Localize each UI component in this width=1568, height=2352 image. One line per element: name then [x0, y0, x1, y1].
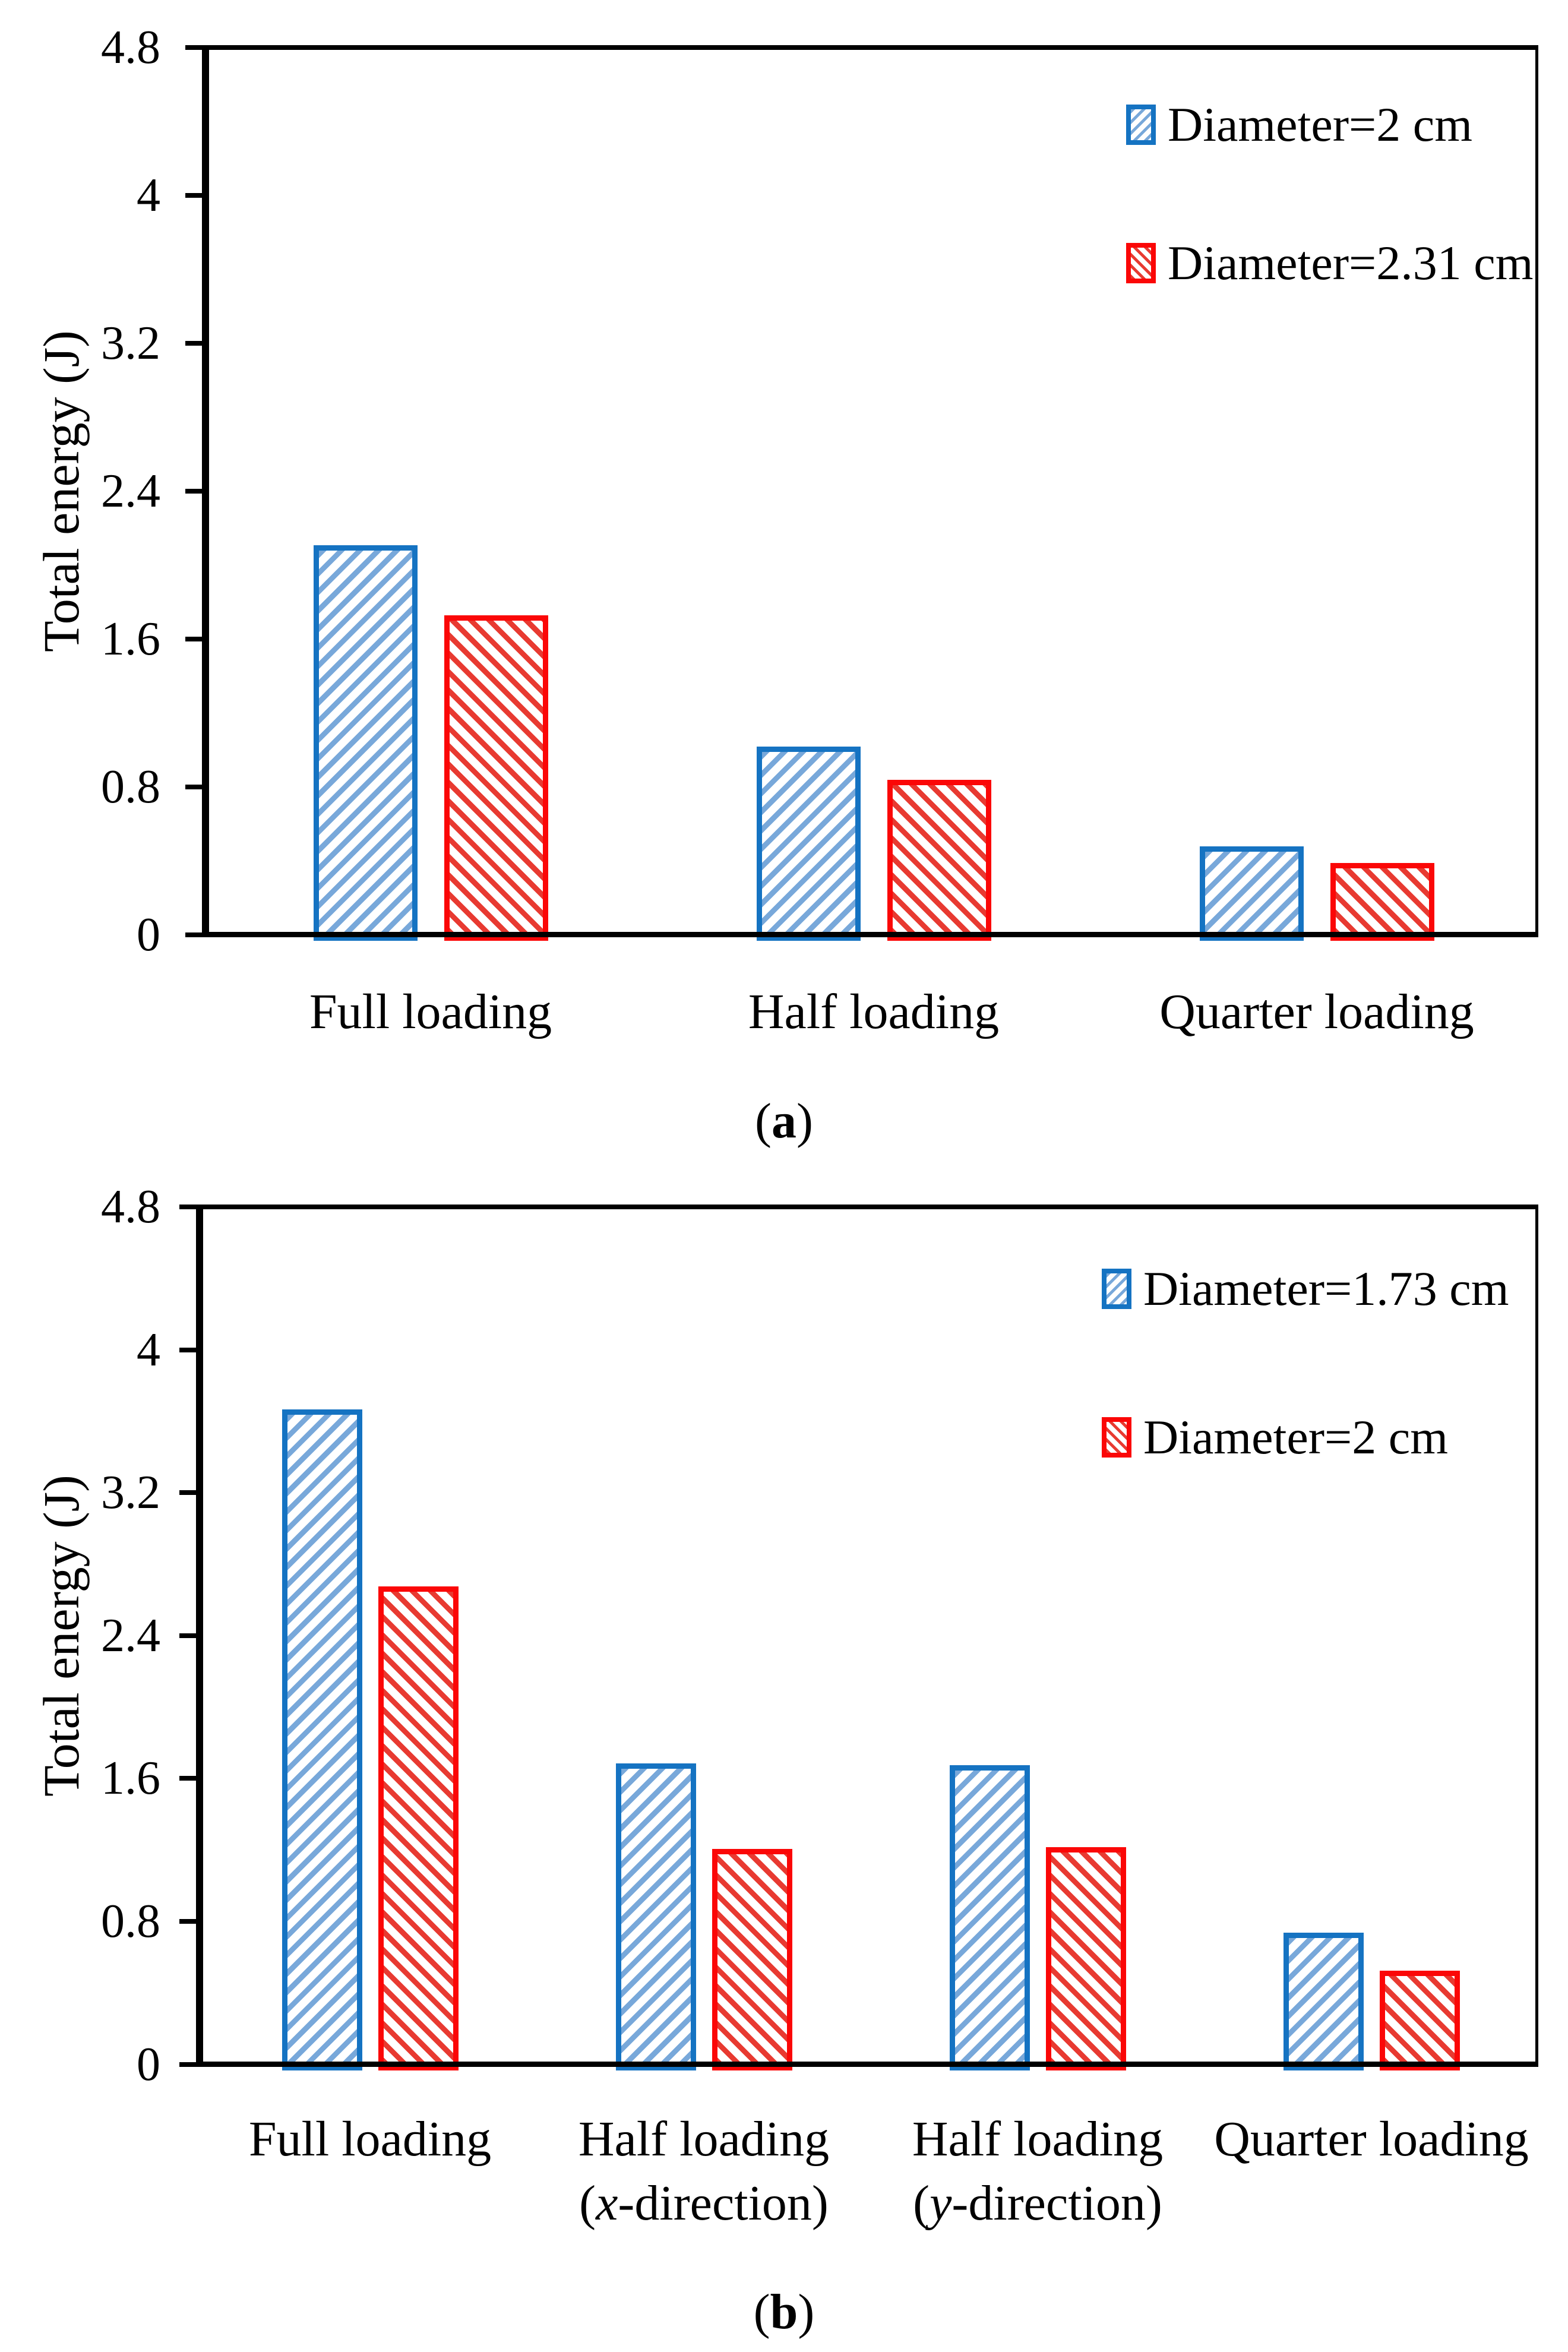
y-tick-mark: [179, 1633, 197, 1638]
y-tick-mark: [185, 488, 203, 494]
y-tick-mark: [185, 636, 203, 641]
bar-series0-cat2: [1199, 846, 1304, 941]
plot-right-border: [1535, 1205, 1538, 2067]
x-axis-line: [196, 2062, 1538, 2067]
category-label: Half loading (y-direction): [871, 2107, 1205, 2236]
category-label: Full loading: [209, 980, 652, 1044]
y-tick-mark: [179, 1347, 197, 1352]
caption-close-paren: ): [796, 1093, 813, 1149]
y-tick-label: 1.6: [101, 1752, 160, 1805]
bar-series1-cat0: [444, 615, 548, 941]
panel-caption-b: (b): [0, 2283, 1568, 2342]
y-tick-mark: [185, 45, 203, 50]
category-label-line1: Quarter loading: [1159, 984, 1474, 1039]
x-axis-line: [202, 932, 1538, 937]
category-label-line1: Full loading: [309, 984, 552, 1039]
direction-variable: y: [930, 2176, 952, 2231]
plot-top-border: [196, 1205, 1538, 1209]
bar-series0-cat0: [282, 1409, 362, 2070]
y-axis-line: [202, 45, 209, 937]
y-tick-label: 4.8: [101, 21, 160, 74]
bar-series1-cat0: [378, 1586, 459, 2070]
y-tick-label: 2.4: [101, 464, 160, 517]
direction-variable: x: [596, 2176, 618, 2231]
y-tick-label: 2.4: [101, 1609, 160, 1662]
category-label: Quarter loading: [1095, 980, 1538, 1044]
y-tick-label: 0: [137, 2038, 160, 2091]
plot-right-border: [1535, 45, 1538, 937]
category-label: Half loading: [652, 980, 1095, 1044]
y-tick-label: 1.6: [101, 612, 160, 665]
category-label-line1: Quarter loading: [1214, 2111, 1529, 2167]
plot-top-border: [202, 45, 1538, 50]
bar-series0-cat1: [756, 747, 861, 941]
caption-letter: a: [772, 1093, 796, 1149]
caption-close-paren: ): [798, 2284, 815, 2340]
bar-series0-cat2: [949, 1765, 1030, 2070]
bar-series1-cat2: [1330, 863, 1434, 941]
y-tick-mark: [179, 1490, 197, 1496]
legend-swatch-red: [1102, 1417, 1131, 1458]
y-tick-mark: [185, 340, 203, 346]
y-tick-mark: [185, 784, 203, 789]
legend-label-series1: Diameter=2.31 cm: [1168, 236, 1534, 290]
category-label: Full loading: [203, 2107, 537, 2171]
legend-label-series0: Diameter=2 cm: [1168, 97, 1472, 151]
y-tick-label: 4: [137, 1323, 160, 1376]
legend-swatch-red: [1126, 243, 1156, 283]
category-label-line1: Half loading: [912, 2111, 1164, 2167]
category-label-line2: (y-direction): [913, 2176, 1162, 2231]
y-tick-mark: [185, 192, 203, 198]
y-tick-label: 4.8: [101, 1181, 160, 1233]
panel-caption-a: (a): [0, 1092, 1568, 1151]
legend-swatch-blue: [1102, 1269, 1131, 1309]
y-tick-mark: [179, 1205, 197, 1209]
caption-open-paren: (: [753, 2284, 770, 2340]
bar-series1-cat3: [1379, 1970, 1460, 2070]
y-tick-mark: [179, 2062, 197, 2067]
category-label-line1: Half loading: [748, 984, 1000, 1039]
legend-label-series1: Diameter=2 cm: [1143, 1410, 1448, 1464]
y-tick-label: 0.8: [101, 760, 160, 813]
y-tick-label: 3.2: [101, 317, 160, 369]
category-label: Half loading (x-direction): [537, 2107, 871, 2236]
y-tick-mark: [185, 932, 203, 937]
y-axis-line: [196, 1205, 203, 2067]
category-label-line1: Half loading: [578, 2111, 830, 2167]
bar-series1-cat2: [1045, 1847, 1126, 2070]
category-label-line2: (x-direction): [579, 2176, 829, 2231]
y-tick-label: 4: [137, 169, 160, 222]
y-tick-mark: [179, 1918, 197, 1924]
caption-letter: b: [770, 2284, 798, 2340]
y-tick-label: 0: [137, 908, 160, 961]
legend-swatch-blue: [1126, 105, 1156, 145]
caption-open-paren: (: [755, 1093, 772, 1149]
legend-label-series0: Diameter=1.73 cm: [1143, 1262, 1509, 1316]
bar-series0-cat1: [615, 1763, 696, 2070]
bar-series1-cat1: [712, 1849, 792, 2070]
category-label-line1: Full loading: [248, 2111, 492, 2167]
bar-series0-cat0: [313, 545, 418, 941]
bar-series0-cat3: [1283, 1933, 1364, 2070]
y-tick-label: 0.8: [101, 1895, 160, 1948]
y-tick-mark: [179, 1776, 197, 1781]
bar-series1-cat1: [887, 780, 991, 941]
category-label: Quarter loading: [1205, 2107, 1538, 2171]
y-tick-label: 3.2: [101, 1466, 160, 1519]
